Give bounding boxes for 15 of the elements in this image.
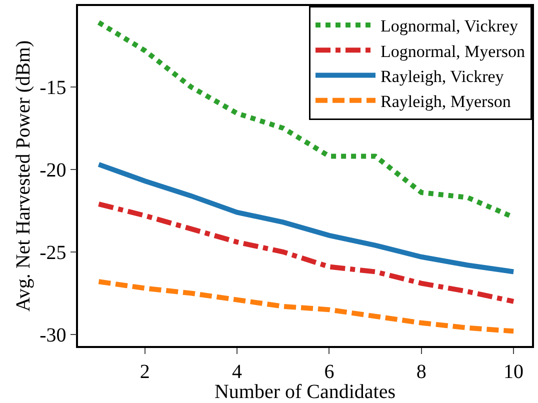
y-axis-title: Avg. Net Harvested Power (dBm) xyxy=(12,40,35,312)
legend-label: Rayleigh, Myerson xyxy=(380,92,512,111)
y-tick-label: -15 xyxy=(40,76,66,99)
x-tick-label: 8 xyxy=(416,360,426,383)
y-tick-label: -30 xyxy=(40,324,66,346)
legend-label: Lognormal, Myerson xyxy=(380,42,526,61)
legend-label: Lognormal, Vickrey xyxy=(380,16,518,36)
x-tick-label: 10 xyxy=(504,360,524,383)
x-tick-label: 4 xyxy=(232,360,242,383)
y-tick-label: -25 xyxy=(40,242,66,264)
x-axis-title: Number of Candidates xyxy=(214,381,396,403)
x-tick-label: 2 xyxy=(140,360,150,383)
legend-label: Rayleigh, Vickrey xyxy=(380,66,504,86)
y-tick-label: -20 xyxy=(40,159,66,182)
x-tick-label: 6 xyxy=(324,360,334,383)
